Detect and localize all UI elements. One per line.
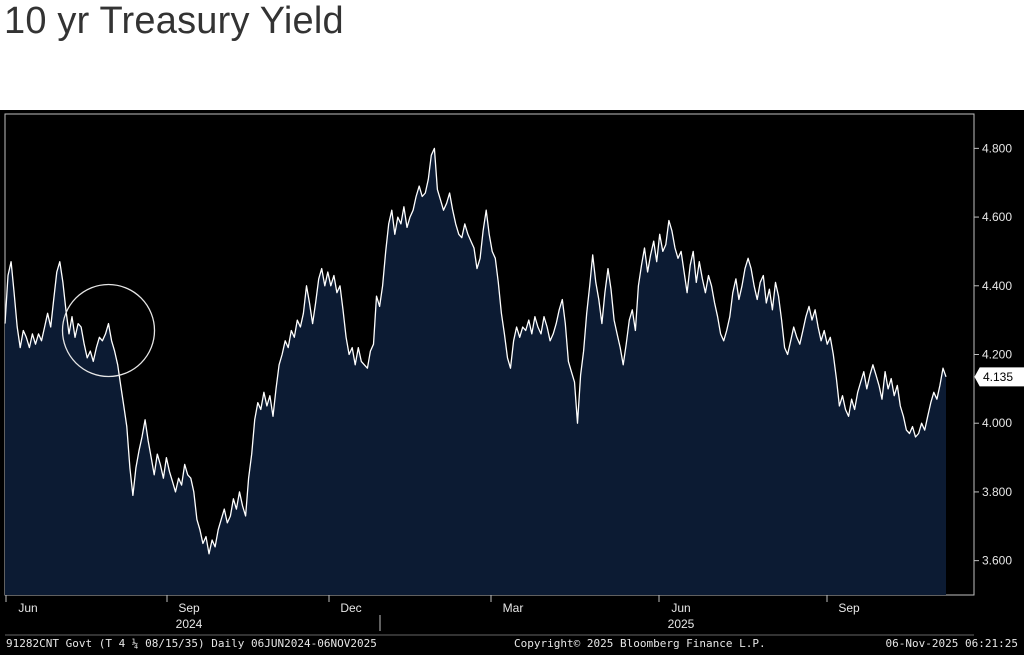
yield-chart: 3.600 3.800 4.000 4.200 4.400 4.600 4.800 4.135… xyxy=(4,113,1024,650)
footer-bar: 91282CNT Govt (T 4 ¼ 08/15/35) Daily 06J… xyxy=(6,637,1018,650)
copyright-notice: Copyright© 2025 Bloomberg Finance L.P. xyxy=(514,637,766,650)
y-tick-label: 4.000 xyxy=(982,416,1012,430)
y-tick-label: 4.200 xyxy=(982,348,1012,362)
series-area xyxy=(5,148,946,595)
x-tick-label: Jun xyxy=(671,601,690,615)
x-tick-label: Mar xyxy=(503,601,524,615)
y-tick-label: 4.800 xyxy=(982,141,1012,155)
timestamp: 06-Nov-2025 06:21:25 xyxy=(886,637,1018,650)
series-line xyxy=(4,147,947,555)
last-value-label: 4.135 xyxy=(983,370,1013,384)
x-tick-label: Dec xyxy=(340,601,361,615)
annotation-circle xyxy=(61,283,156,378)
x-tick-label: Sep xyxy=(178,601,200,615)
y-tick-label: 4.600 xyxy=(982,210,1012,224)
x-tick-label: Jun xyxy=(18,601,37,615)
y-tick-label: 4.400 xyxy=(982,279,1012,293)
security-description: 91282CNT Govt (T 4 ¼ 08/15/35) Daily 06J… xyxy=(6,637,377,650)
year-label: 2025 xyxy=(668,617,695,631)
plot-area xyxy=(4,113,975,596)
page-title: 10 yr Treasury Yield xyxy=(4,0,344,42)
y-tick-label: 3.600 xyxy=(982,554,1012,568)
year-label: 2024 xyxy=(176,617,203,631)
chart-panel: 3.600 3.800 4.000 4.200 4.400 4.600 4.800 4.135… xyxy=(0,110,1024,655)
x-tick-label: Sep xyxy=(838,601,860,615)
y-tick-label: 3.800 xyxy=(982,485,1012,499)
axes: 3.600 3.800 4.000 4.200 4.400 4.600 4.800 4.135… xyxy=(5,141,1024,636)
last-value-box xyxy=(974,367,1024,387)
